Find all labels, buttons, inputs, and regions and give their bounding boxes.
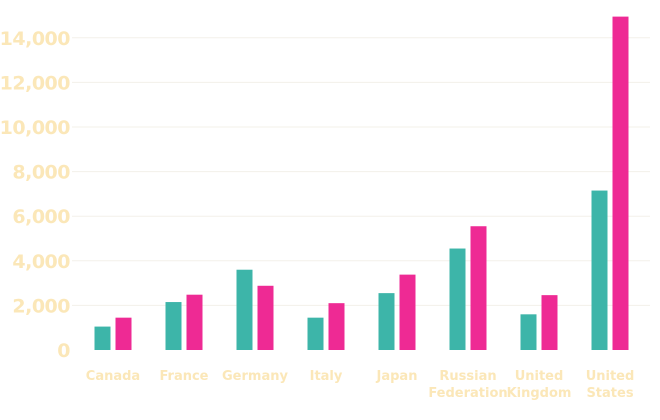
y-axis-ticks: 0 2,000 4,000 6,000 8,000 10,000 12,000 14,000 <box>0 28 71 362</box>
bar <box>520 314 537 350</box>
bar <box>236 269 253 350</box>
bar <box>591 190 608 350</box>
y-tick-label: 0 <box>57 340 70 362</box>
bar <box>94 326 111 350</box>
gridlines <box>72 37 650 306</box>
x-axis-labels: Canada France Germany Italy Japan Russian Fede… <box>86 369 635 401</box>
bar <box>399 274 416 350</box>
y-tick-label: 6,000 <box>12 206 70 228</box>
y-tick-label: 2,000 <box>12 295 70 317</box>
y-tick-label: 10,000 <box>0 117 70 139</box>
y-tick-label: 8,000 <box>12 162 70 184</box>
x-tick-label: United States <box>586 369 635 401</box>
bar <box>115 317 132 350</box>
y-tick-label: 4,000 <box>12 251 70 273</box>
bar <box>470 226 487 350</box>
x-tick-label: United Kingdom <box>507 369 572 401</box>
x-tick-label: Russian Federation <box>428 369 507 401</box>
bars <box>94 16 629 351</box>
x-tick-label: Canada <box>86 369 140 384</box>
bar <box>378 293 395 350</box>
bar <box>612 16 629 351</box>
bar <box>165 302 182 350</box>
x-tick-label: Italy <box>310 369 343 384</box>
x-tick-label: France <box>159 369 208 384</box>
bar <box>257 285 274 350</box>
bar <box>541 295 558 350</box>
bar <box>186 294 203 350</box>
x-tick-label: Japan <box>376 369 418 384</box>
bar <box>328 303 345 350</box>
y-tick-label: 12,000 <box>0 72 70 94</box>
y-tick-label: 14,000 <box>0 28 70 50</box>
x-tick-label: Germany <box>222 369 288 384</box>
bar <box>449 248 466 350</box>
bar <box>307 317 324 350</box>
